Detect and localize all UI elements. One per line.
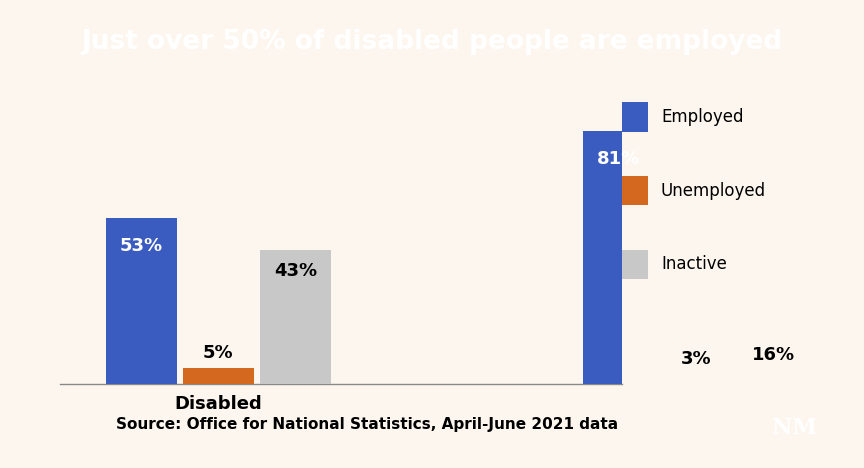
Bar [660,374,731,384]
Bar [583,131,654,384]
Text: Just over 50% of disabled people are employed: Just over 50% of disabled people are emp… [81,29,783,55]
Text: NM: NM [772,417,817,439]
Text: Inactive: Inactive [661,256,727,273]
Text: 3%: 3% [681,350,711,368]
Text: 53%: 53% [119,237,162,255]
Text: Employed: Employed [661,108,743,126]
FancyBboxPatch shape [622,250,648,279]
Text: 16%: 16% [752,346,795,364]
Text: 43%: 43% [274,262,317,280]
Bar [260,249,331,384]
Bar [105,219,177,384]
Text: 5%: 5% [203,344,234,362]
Bar [183,368,254,384]
Text: 81%: 81% [597,150,640,168]
FancyBboxPatch shape [622,176,648,205]
Text: Unemployed: Unemployed [661,182,766,200]
Bar [738,334,809,384]
Text: Source: Office for National Statistics, April-June 2021 data: Source: Office for National Statistics, … [116,417,619,432]
FancyBboxPatch shape [622,102,648,132]
